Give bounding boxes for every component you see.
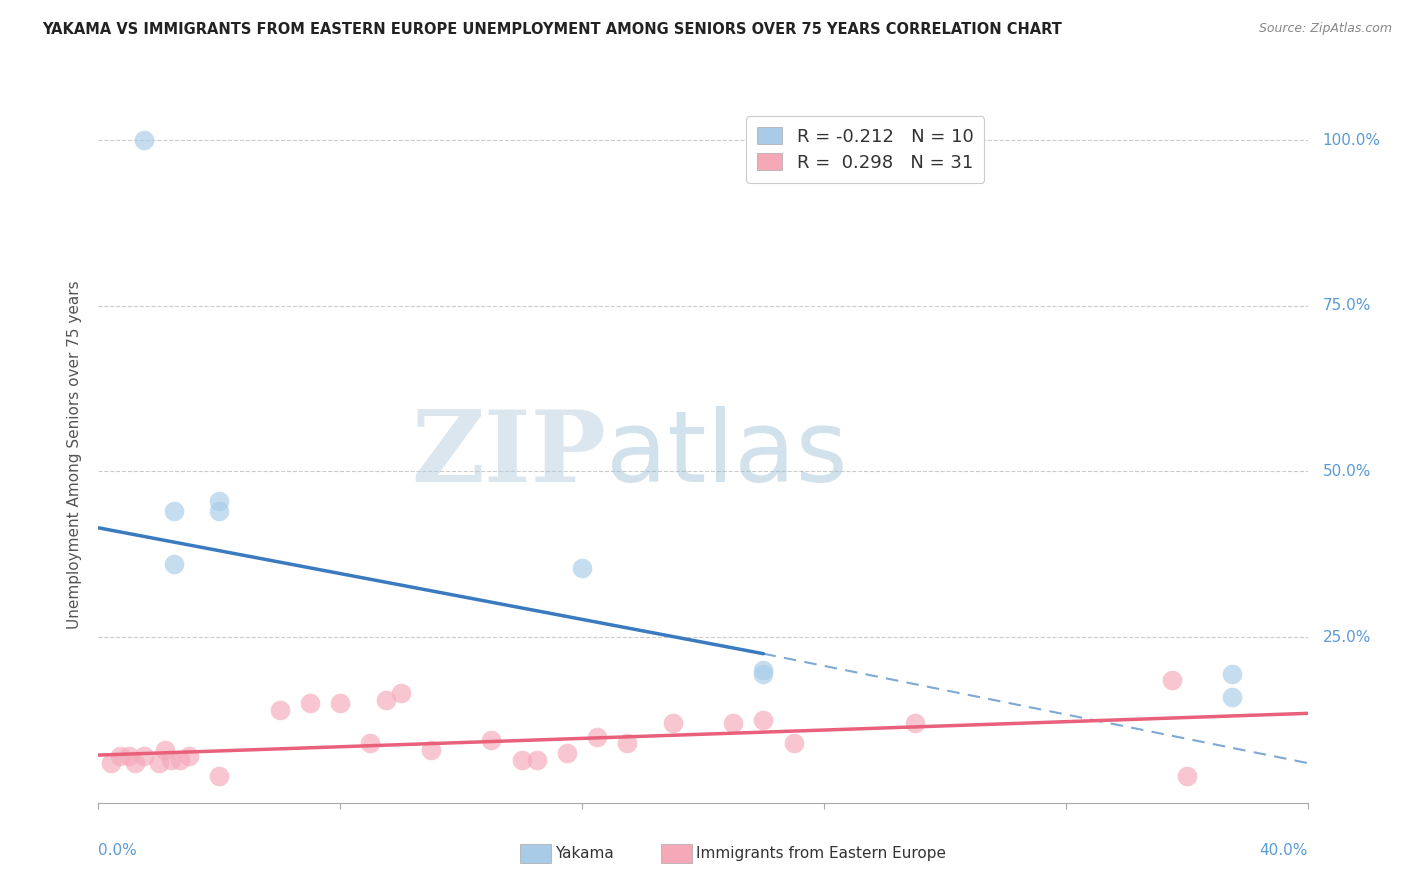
Point xyxy=(661,716,683,731)
Point xyxy=(132,749,155,764)
Text: Immigrants from Eastern Europe: Immigrants from Eastern Europe xyxy=(696,847,946,861)
Point xyxy=(904,716,927,731)
Point xyxy=(163,504,186,518)
Text: 100.0%: 100.0% xyxy=(1323,133,1381,148)
Point xyxy=(124,756,146,770)
Point xyxy=(782,736,804,750)
Point xyxy=(208,504,231,518)
Point xyxy=(555,746,578,760)
Point xyxy=(389,686,412,700)
Point xyxy=(571,560,593,574)
Legend: R = -0.212   N = 10, R =  0.298   N = 31: R = -0.212 N = 10, R = 0.298 N = 31 xyxy=(747,116,984,183)
Text: Source: ZipAtlas.com: Source: ZipAtlas.com xyxy=(1258,22,1392,36)
Point xyxy=(586,730,609,744)
Point xyxy=(208,494,231,508)
Point xyxy=(1220,666,1243,681)
Text: Yakama: Yakama xyxy=(555,847,614,861)
Point xyxy=(526,753,548,767)
Point xyxy=(299,697,322,711)
Point xyxy=(100,756,122,770)
Point xyxy=(177,749,201,764)
Text: 25.0%: 25.0% xyxy=(1323,630,1371,645)
Y-axis label: Unemployment Among Seniors over 75 years: Unemployment Among Seniors over 75 years xyxy=(67,281,83,629)
Point xyxy=(163,558,186,572)
Point xyxy=(481,732,503,747)
Text: 75.0%: 75.0% xyxy=(1323,298,1371,313)
Point xyxy=(269,703,291,717)
Point xyxy=(1220,690,1243,704)
Point xyxy=(510,753,533,767)
Point xyxy=(153,743,176,757)
Point xyxy=(108,749,131,764)
Text: 0.0%: 0.0% xyxy=(98,843,138,858)
Text: atlas: atlas xyxy=(606,407,848,503)
Point xyxy=(132,133,155,147)
Point xyxy=(148,756,170,770)
Point xyxy=(752,666,775,681)
Point xyxy=(419,743,441,757)
Point xyxy=(160,753,183,767)
Point xyxy=(374,693,396,707)
Point xyxy=(1160,673,1182,688)
Point xyxy=(721,716,744,731)
Point xyxy=(1175,769,1198,783)
Text: ZIP: ZIP xyxy=(412,407,606,503)
Point xyxy=(329,697,352,711)
Text: 40.0%: 40.0% xyxy=(1260,843,1308,858)
Text: YAKAMA VS IMMIGRANTS FROM EASTERN EUROPE UNEMPLOYMENT AMONG SENIORS OVER 75 YEAR: YAKAMA VS IMMIGRANTS FROM EASTERN EUROPE… xyxy=(42,22,1062,37)
Point xyxy=(360,736,382,750)
Point xyxy=(616,736,638,750)
Point xyxy=(118,749,141,764)
Text: 50.0%: 50.0% xyxy=(1323,464,1371,479)
Point xyxy=(208,769,231,783)
Point xyxy=(169,753,191,767)
Point xyxy=(752,713,775,727)
Point xyxy=(752,663,775,677)
